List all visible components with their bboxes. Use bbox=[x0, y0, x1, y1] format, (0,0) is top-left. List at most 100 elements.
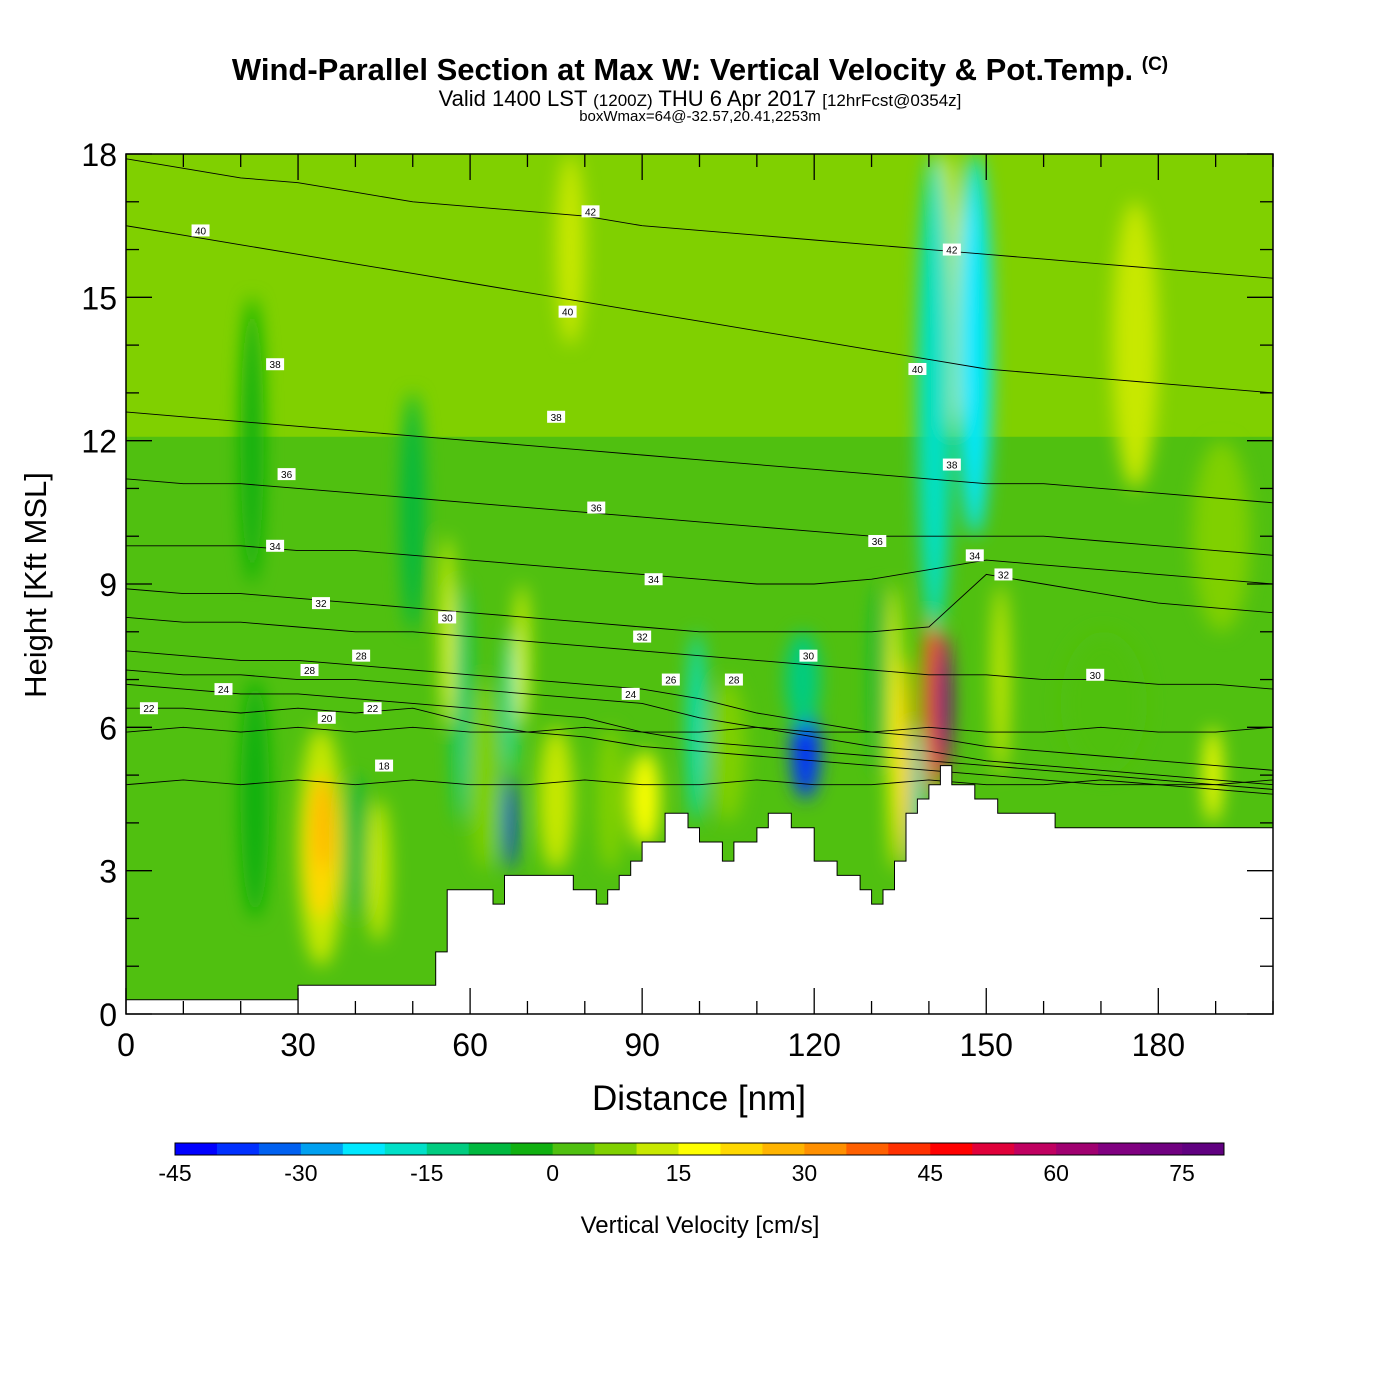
colorbar-box bbox=[175, 1143, 218, 1155]
w-cell bbox=[343, 775, 367, 919]
isentrope-36 bbox=[126, 478, 1273, 556]
colorbar-box bbox=[216, 1143, 260, 1155]
x-tick-label: 180 bbox=[1132, 1027, 1185, 1063]
isoline-label: 32 bbox=[633, 630, 652, 644]
isoline-label: 30 bbox=[799, 649, 818, 663]
y-tick-label: 0 bbox=[99, 997, 117, 1033]
w-cell bbox=[1112, 201, 1159, 489]
isentrope-34 bbox=[126, 545, 1273, 585]
isoline-label-text: 40 bbox=[195, 226, 207, 237]
isoline-label: 22 bbox=[363, 702, 382, 715]
colorbar-box bbox=[1098, 1143, 1141, 1155]
isoline-label-text: 32 bbox=[998, 570, 1010, 581]
isentrope-22 bbox=[126, 707, 1273, 795]
isoline-label: 38 bbox=[942, 458, 961, 472]
isoline-label: 34 bbox=[965, 549, 984, 562]
w-cell bbox=[710, 679, 746, 823]
colorbar-box bbox=[1056, 1143, 1099, 1155]
isoline-label-text: 38 bbox=[946, 461, 958, 472]
colorbar-tick-label: 75 bbox=[1169, 1160, 1195, 1186]
isoline-label-text: 18 bbox=[379, 762, 391, 773]
colorbar-tick-label: 0 bbox=[546, 1160, 559, 1186]
colorbar-tick-label: -15 bbox=[410, 1160, 443, 1186]
colorbar-tick-label: 45 bbox=[917, 1160, 943, 1186]
isentrope-38 bbox=[126, 411, 1273, 504]
isoline-label: 26 bbox=[661, 673, 680, 687]
isentrope-18 bbox=[126, 779, 1273, 786]
isoline-label-text: 28 bbox=[728, 676, 740, 687]
isoline-label: 42 bbox=[581, 205, 600, 218]
y-axis-label: Height [Kft MSL] bbox=[18, 472, 53, 698]
y-tick-label: 9 bbox=[99, 567, 117, 603]
isentrope-20 bbox=[126, 726, 1273, 733]
y-tick-label: 18 bbox=[81, 137, 117, 173]
isoline-label-text: 22 bbox=[143, 704, 155, 715]
x-tick-label: 0 bbox=[117, 1027, 135, 1063]
isoline-label: 22 bbox=[139, 702, 158, 715]
w-cell bbox=[401, 392, 425, 632]
w-cell bbox=[556, 154, 585, 346]
isoline-label: 40 bbox=[558, 305, 577, 319]
colorbar-label: Vertical Velocity [cm/s] bbox=[581, 1212, 820, 1239]
w-cell bbox=[504, 631, 516, 776]
isoline-label: 36 bbox=[587, 501, 606, 515]
colorbar-box bbox=[1182, 1143, 1225, 1155]
colorbar-box bbox=[426, 1143, 470, 1155]
isentrope-30 bbox=[126, 616, 1273, 690]
isoline-label: 38 bbox=[547, 410, 566, 424]
colorbar-box bbox=[510, 1143, 554, 1155]
isoline-label: 38 bbox=[266, 358, 285, 371]
isoline-label: 30 bbox=[438, 611, 457, 624]
isoline-label: 32 bbox=[311, 597, 330, 610]
w-cell bbox=[515, 584, 528, 728]
isoline-labels: 40 42 42 40 38 38 40 38 36 36 36 34 34 34 32 32 30 32 30 30… bbox=[139, 205, 1105, 773]
w-cell bbox=[126, 154, 1273, 437]
w-cell bbox=[596, 727, 625, 871]
isoline-label-text: 30 bbox=[1090, 671, 1102, 682]
w-cell bbox=[452, 584, 471, 823]
y-tick-label: 12 bbox=[81, 424, 117, 460]
colorbar-tick-label: 15 bbox=[666, 1160, 692, 1186]
x-tick-label: 90 bbox=[624, 1027, 660, 1063]
colorbar-box bbox=[846, 1143, 889, 1155]
w-cell bbox=[791, 703, 820, 799]
w-cell bbox=[888, 584, 901, 871]
w-cell bbox=[630, 751, 660, 847]
y-tick-label: 15 bbox=[81, 280, 117, 316]
isoline-label-text: 38 bbox=[551, 413, 563, 424]
colorbar-box bbox=[1014, 1143, 1057, 1155]
colorbar-tick-label: 30 bbox=[792, 1160, 818, 1186]
w-cell bbox=[785, 631, 820, 728]
x-axis-label: Distance [nm] bbox=[592, 1079, 806, 1118]
chart-subtitle: Valid 1400 LST (1200Z) THU 6 Apr 2017 [1… bbox=[438, 86, 962, 111]
isentrope-40 bbox=[126, 225, 1273, 394]
isoline-label: 28 bbox=[352, 649, 371, 663]
colorbar-tick-labels: -45 -30 -15 0 15 30 45 60 75 bbox=[158, 1160, 1194, 1186]
isoline-label: 20 bbox=[317, 711, 336, 725]
w-cell bbox=[688, 631, 706, 823]
potential-temperature-isolines bbox=[126, 158, 1273, 795]
isoline-label-text: 34 bbox=[648, 575, 660, 586]
colorbar-box bbox=[594, 1143, 637, 1155]
colorbar-box bbox=[342, 1143, 386, 1155]
colorbar-box bbox=[552, 1143, 595, 1155]
isoline-label-text: 24 bbox=[218, 685, 230, 696]
isoline-label-text: 30 bbox=[803, 652, 815, 663]
isoline-label-text: 36 bbox=[872, 537, 884, 548]
chart-subtitle-box: boxWmax=64@-32.57,20.41,2253m bbox=[579, 108, 821, 125]
y-tick-label: 6 bbox=[99, 710, 117, 746]
isentrope-26 bbox=[126, 669, 1273, 786]
isoline-label-text: 26 bbox=[665, 676, 677, 687]
colorbar-box bbox=[636, 1143, 679, 1155]
x-tick-label: 30 bbox=[280, 1027, 316, 1063]
w-cell bbox=[470, 679, 499, 871]
isoline-label-text: 20 bbox=[321, 714, 333, 725]
isoline-label: 34 bbox=[266, 539, 285, 553]
colorbar-box bbox=[720, 1143, 763, 1155]
isoline-label-text: 42 bbox=[585, 207, 597, 218]
isoline-label-text: 38 bbox=[270, 360, 282, 371]
isoline-label-text: 32 bbox=[637, 633, 649, 644]
w-cell bbox=[957, 154, 992, 537]
isoline-label-text: 34 bbox=[969, 551, 981, 562]
